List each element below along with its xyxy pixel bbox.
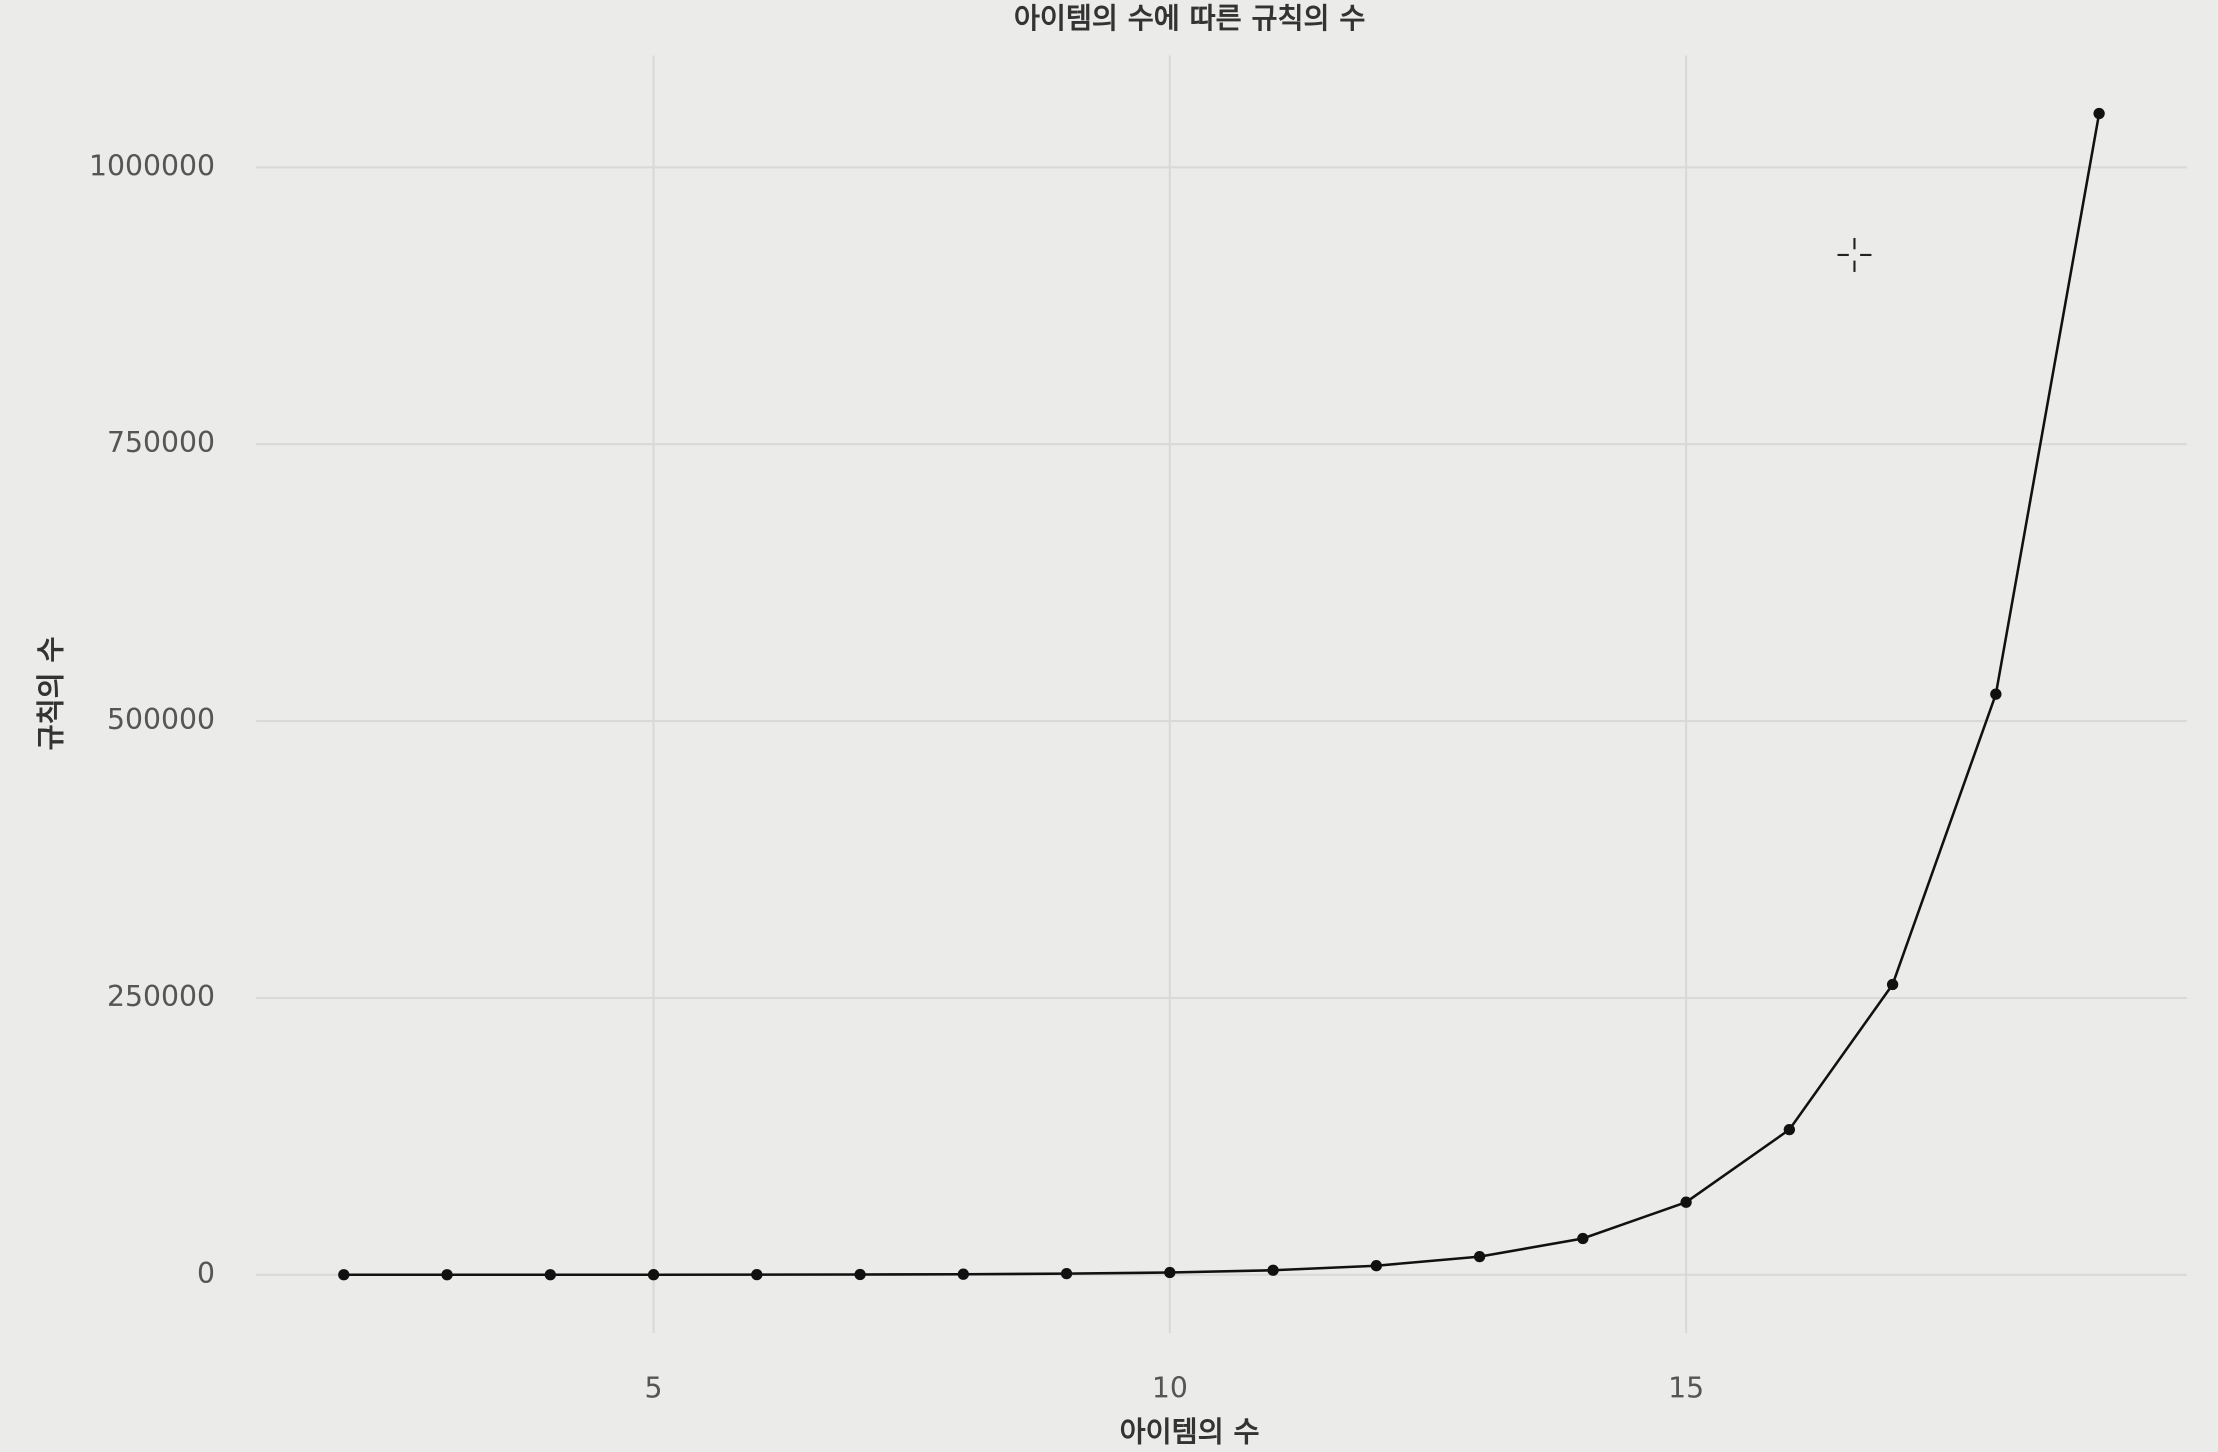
point xyxy=(751,1268,763,1281)
point xyxy=(338,1269,350,1281)
line xyxy=(343,113,2101,1277)
point xyxy=(1680,1196,1692,1208)
point xyxy=(1783,1123,1796,1136)
y-tick-label: 750000 xyxy=(107,426,215,459)
x-tick-label: 5 xyxy=(645,1371,663,1404)
point xyxy=(957,1268,969,1280)
point xyxy=(441,1269,453,1281)
point xyxy=(1990,688,2002,700)
y-axis-title: 규칙의 수 xyxy=(34,637,67,751)
point xyxy=(1060,1267,1073,1280)
point xyxy=(1473,1250,1486,1263)
point xyxy=(1370,1260,1382,1272)
point xyxy=(1886,978,1899,991)
point xyxy=(1267,1264,1279,1276)
chart-title: 아이템의 수에 따른 규칙의 수 xyxy=(1014,2,1366,35)
point xyxy=(647,1269,660,1281)
x-axis-title: 아이템의 수 xyxy=(1120,1415,1260,1448)
point xyxy=(854,1268,866,1281)
x-tick-label: 10 xyxy=(1152,1371,1188,1404)
point xyxy=(2093,107,2105,120)
y-tick-label: 250000 xyxy=(107,980,215,1013)
x-tick-label: 15 xyxy=(1668,1371,1704,1404)
y-tick-label: 1000000 xyxy=(89,149,215,182)
y-tick-label: 0 xyxy=(197,1257,215,1290)
point xyxy=(544,1269,556,1281)
cursor xyxy=(1837,237,1872,272)
y-tick-label: 500000 xyxy=(107,703,215,736)
point xyxy=(1577,1232,1589,1245)
point xyxy=(1164,1266,1176,1279)
